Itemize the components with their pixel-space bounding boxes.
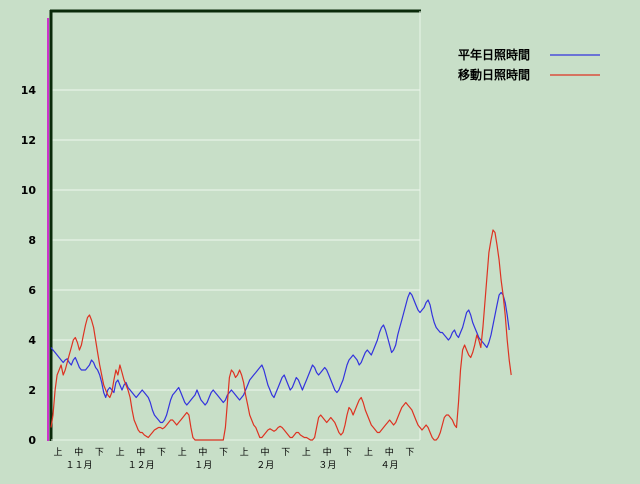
x-period-label: 上	[53, 447, 62, 458]
x-period-label: 中	[323, 446, 332, 458]
x-period-label: 下	[219, 448, 228, 458]
y-tick-label: 4	[28, 334, 36, 347]
x-month-label: １１月	[65, 460, 92, 471]
x-period-label: 下	[343, 448, 352, 458]
legend-label: 移動日照時間	[458, 67, 530, 82]
x-period-label: 中	[136, 446, 145, 458]
x-tick-labels: 上中下上中下上中下上中下上中下上中下１１月 １２月 １月 ２月 ３月 ４月	[53, 446, 414, 471]
x-period-label: 中	[74, 446, 83, 458]
series-line-1	[50, 229, 512, 441]
y-tick-label: 8	[28, 234, 36, 247]
x-period-label: 上	[302, 447, 311, 458]
x-month-label: １２月	[128, 460, 155, 471]
x-period-label: 上	[178, 447, 187, 458]
y-tick-label: 6	[28, 284, 36, 297]
x-month-label: ２月	[256, 460, 274, 471]
x-period-label: 上	[116, 447, 125, 458]
series-lines	[50, 229, 512, 441]
x-period-label: 下	[157, 448, 166, 458]
x-period-label: 中	[385, 446, 394, 458]
y-tick-label: 2	[28, 384, 36, 397]
y-tick-label: 12	[21, 134, 36, 147]
x-month-label: ３月	[318, 460, 336, 471]
x-period-label: 上	[364, 447, 373, 458]
y-tick-label: 10	[21, 184, 37, 197]
series-line-0	[50, 291, 510, 424]
x-month-label: ４月	[380, 460, 398, 471]
y-tick-labels: 0 2 4 6 8 10 12 14	[21, 84, 37, 447]
x-period-label: 中	[260, 446, 269, 458]
x-period-label: 上	[240, 447, 249, 458]
x-period-label: 中	[198, 446, 207, 458]
x-period-label: 下	[95, 448, 104, 458]
x-period-label: 下	[405, 448, 414, 458]
x-period-label: 下	[281, 448, 290, 458]
x-month-label: １月	[194, 460, 212, 471]
legend-label: 平年日照時間	[458, 47, 530, 62]
y-tick-label: 0	[28, 434, 36, 447]
y-tick-label: 14	[21, 84, 37, 97]
